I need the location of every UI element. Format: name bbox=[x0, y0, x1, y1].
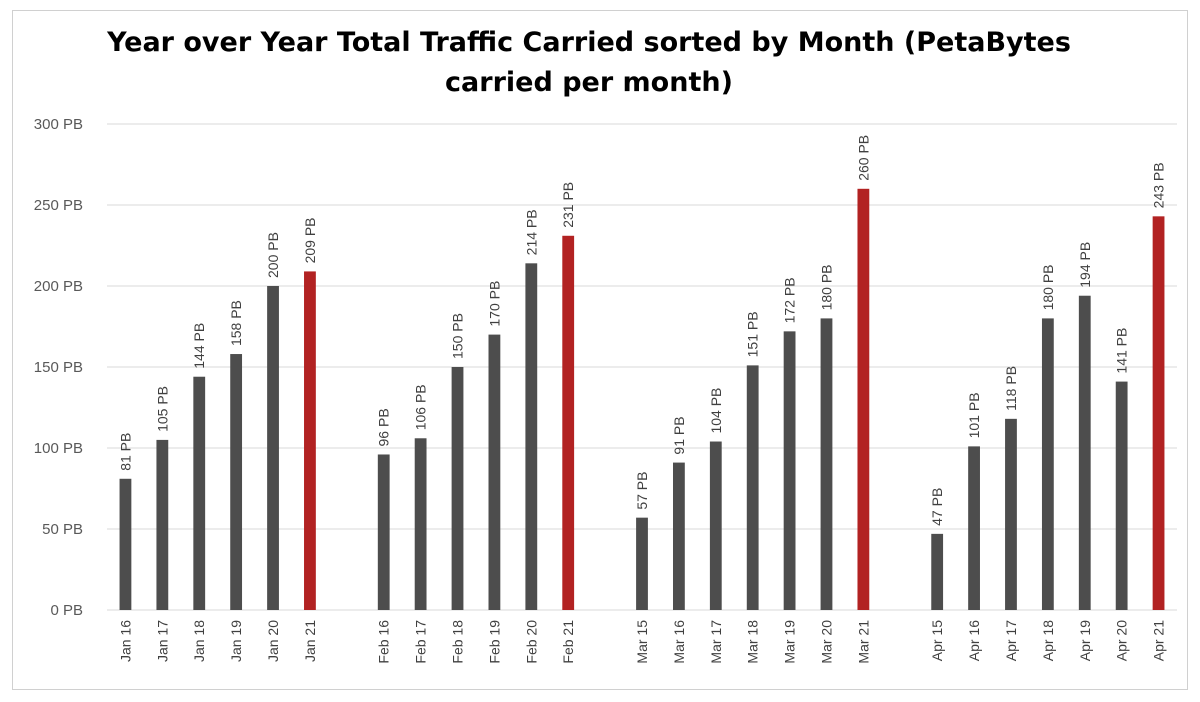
data-label: 260 PB bbox=[855, 135, 871, 181]
x-tick-label: Mar 19 bbox=[782, 620, 798, 664]
bars bbox=[119, 188, 1165, 611]
chart-title-line-1: Year over Year Total Traffic Carried sor… bbox=[106, 27, 1071, 58]
x-tick-label: Feb 19 bbox=[486, 620, 502, 664]
x-tick-label: Feb 17 bbox=[413, 620, 429, 664]
x-tick-label: Mar 16 bbox=[671, 620, 687, 664]
data-label: 200 PB bbox=[265, 232, 281, 278]
data-label: 172 PB bbox=[782, 277, 798, 323]
data-label: 209 PB bbox=[302, 217, 318, 263]
y-tick-label: 150 PB bbox=[34, 359, 83, 376]
bar-mar-16 bbox=[672, 462, 685, 610]
bar-feb-21 bbox=[562, 235, 575, 610]
x-tick-label: Feb 20 bbox=[523, 620, 539, 664]
bar-jan-21 bbox=[304, 271, 316, 610]
bar-jan-18 bbox=[193, 376, 206, 610]
x-tick-label: Jan 21 bbox=[302, 620, 318, 662]
bar-chart: Year over Year Total Traffic Carried sor… bbox=[34, 27, 1177, 664]
data-label: 170 PB bbox=[486, 281, 502, 327]
data-label: 243 PB bbox=[1151, 162, 1167, 208]
data-label: 104 PB bbox=[708, 388, 724, 434]
data-label: 180 PB bbox=[1040, 264, 1056, 310]
bar-mar-17 bbox=[709, 441, 722, 610]
bar-apr-20 bbox=[1115, 381, 1128, 610]
data-label: 158 PB bbox=[228, 300, 244, 346]
data-labels: 81 PB 105 PB 144 PB 158 PB 200 PB 209 PB 96 PB… bbox=[117, 135, 1166, 526]
bar-jan-20 bbox=[267, 286, 279, 610]
y-tick-label: 250 PB bbox=[34, 197, 83, 214]
bar-feb-18 bbox=[451, 367, 464, 610]
y-tick-label: 300 PB bbox=[34, 116, 83, 133]
x-axis-ticks: Jan 16 Jan 17 Jan 18 Jan 19 Jan 20 Jan 21 Feb … bbox=[117, 620, 1166, 664]
bar-jan-16 bbox=[119, 478, 132, 610]
bar-apr-17 bbox=[1005, 418, 1017, 610]
data-label: 96 PB bbox=[376, 408, 392, 446]
x-tick-label: Jan 17 bbox=[154, 620, 170, 662]
x-tick-label: Mar 18 bbox=[745, 620, 761, 664]
chart-title-line-2: carried per month) bbox=[445, 67, 733, 98]
bar-jan-17 bbox=[156, 439, 169, 610]
data-label: 141 PB bbox=[1114, 328, 1130, 374]
x-tick-label: Feb 21 bbox=[560, 620, 576, 664]
y-tick-label: 50 PB bbox=[42, 521, 83, 538]
x-tick-label: Apr 21 bbox=[1151, 620, 1167, 661]
bar-apr-21 bbox=[1152, 216, 1165, 610]
x-tick-label: Apr 17 bbox=[1003, 620, 1019, 661]
x-tick-label: Mar 21 bbox=[855, 620, 871, 664]
data-label: 106 PB bbox=[413, 384, 429, 430]
data-label: 150 PB bbox=[450, 313, 466, 359]
x-tick-label: Feb 16 bbox=[376, 620, 392, 664]
x-tick-label: Apr 16 bbox=[966, 620, 982, 661]
data-label: 194 PB bbox=[1077, 242, 1093, 288]
data-label: 47 PB bbox=[929, 488, 945, 526]
x-tick-label: Jan 19 bbox=[228, 620, 244, 662]
x-tick-label: Apr 18 bbox=[1040, 620, 1056, 661]
bar-mar-19 bbox=[783, 331, 796, 610]
bar-mar-18 bbox=[746, 365, 759, 610]
y-tick-label: 0 PB bbox=[50, 602, 83, 619]
y-tick-label: 100 PB bbox=[34, 440, 83, 457]
bar-jan-19 bbox=[230, 354, 243, 610]
x-tick-label: Jan 20 bbox=[265, 620, 281, 662]
gridlines bbox=[107, 123, 1177, 611]
y-tick-label: 200 PB bbox=[34, 278, 83, 295]
bar-feb-20 bbox=[525, 263, 538, 610]
data-label: 144 PB bbox=[191, 323, 207, 369]
data-label: 180 PB bbox=[818, 264, 834, 310]
x-tick-label: Apr 15 bbox=[929, 620, 945, 661]
x-tick-label: Mar 20 bbox=[818, 620, 834, 664]
data-label: 151 PB bbox=[745, 311, 761, 357]
bar-feb-19 bbox=[488, 334, 501, 610]
data-label: 214 PB bbox=[523, 209, 539, 255]
data-label: 81 PB bbox=[117, 433, 133, 471]
data-label: 105 PB bbox=[154, 386, 170, 432]
data-label: 231 PB bbox=[560, 182, 576, 228]
bar-mar-20 bbox=[820, 318, 833, 610]
bar-mar-15 bbox=[636, 517, 648, 610]
data-label: 57 PB bbox=[634, 472, 650, 510]
bar-feb-17 bbox=[414, 438, 427, 610]
data-label: 91 PB bbox=[671, 416, 687, 454]
bar-mar-21 bbox=[857, 188, 870, 611]
data-label: 101 PB bbox=[966, 392, 982, 438]
bar-apr-18 bbox=[1041, 318, 1054, 610]
x-tick-label: Jan 16 bbox=[117, 620, 133, 662]
x-tick-label: Apr 20 bbox=[1114, 620, 1130, 661]
x-tick-label: Jan 18 bbox=[191, 620, 207, 662]
x-tick-label: Mar 15 bbox=[634, 620, 650, 664]
bar-apr-19 bbox=[1078, 295, 1091, 610]
x-tick-label: Feb 18 bbox=[450, 620, 466, 664]
x-tick-label: Apr 19 bbox=[1077, 620, 1093, 661]
data-label: 118 PB bbox=[1003, 366, 1019, 411]
bar-feb-16 bbox=[377, 454, 390, 610]
bar-apr-15 bbox=[931, 533, 944, 610]
bar-apr-16 bbox=[968, 446, 980, 610]
x-tick-label: Mar 17 bbox=[708, 620, 724, 664]
chart-frame: Year over Year Total Traffic Carried sor… bbox=[12, 10, 1188, 690]
y-axis-ticks: 0 PB 50 PB 100 PB 150 PB 200 PB 250 PB 300 PB bbox=[34, 116, 83, 619]
